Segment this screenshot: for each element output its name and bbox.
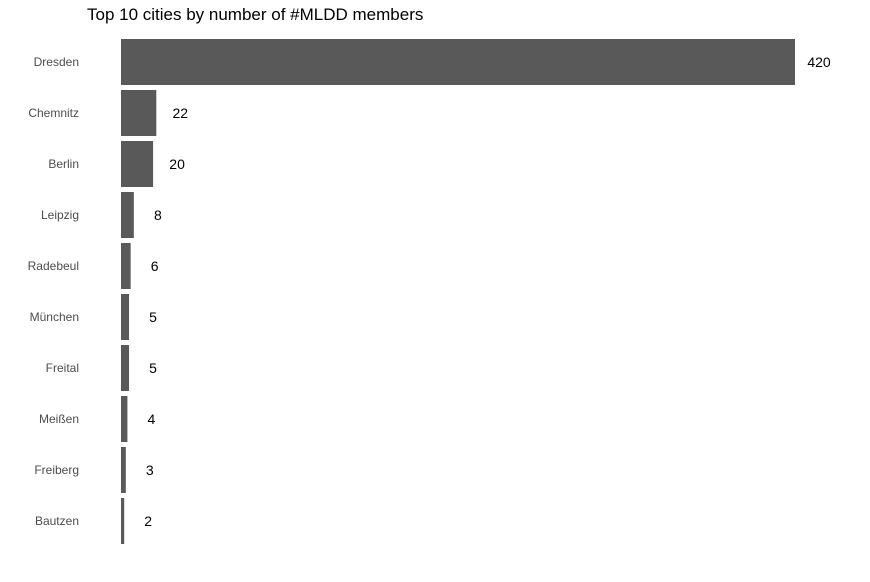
category-label: Bautzen (35, 514, 79, 528)
value-label: 20 (169, 156, 185, 172)
bar-chemnitz (121, 90, 157, 136)
category-label: Meißen (39, 412, 79, 426)
category-label: Radebeul (28, 259, 79, 273)
value-label: 420 (807, 54, 831, 70)
value-label: 3 (146, 462, 154, 478)
value-label: 5 (149, 360, 157, 376)
category-label: Dresden (34, 55, 79, 69)
value-label: 22 (173, 105, 189, 121)
bar-münchen (121, 294, 130, 340)
category-label: Leipzig (41, 208, 79, 222)
value-label: 2 (144, 513, 152, 529)
bar-bautzen (121, 498, 125, 544)
bar-dresden (121, 39, 795, 85)
category-label: Chemnitz (28, 106, 79, 120)
bar-freital (121, 345, 130, 391)
value-label: 8 (154, 207, 162, 223)
category-label: Freital (46, 361, 79, 375)
category-label: Berlin (48, 157, 79, 171)
bar-meißen (121, 396, 128, 442)
bar-freiberg (121, 447, 126, 493)
value-label: 4 (148, 411, 156, 427)
value-label: 5 (149, 309, 157, 325)
bars-group (121, 39, 795, 544)
category-labels: Dresden Chemnitz Berlin Leipzig Radebeul Münc… (28, 55, 79, 528)
bar-berlin (121, 141, 154, 187)
value-labels: 420 22 20 8 6 5 5 4 3 2 (144, 54, 831, 529)
value-label: 6 (151, 258, 159, 274)
chart-title: Top 10 cities by number of #MLDD members (87, 5, 424, 24)
category-label: Freiberg (34, 463, 79, 477)
category-label: München (30, 310, 79, 324)
bar-radebeul (121, 243, 131, 289)
bar-leipzig (121, 192, 134, 238)
